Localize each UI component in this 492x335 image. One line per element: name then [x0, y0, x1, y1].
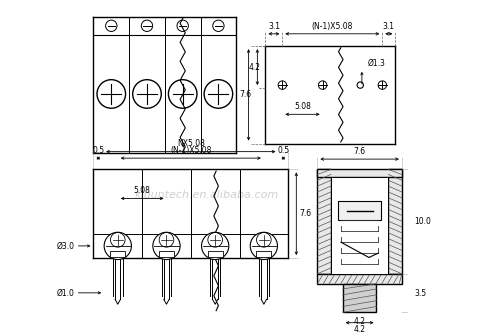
Bar — [338, 201, 381, 220]
Text: 3.1: 3.1 — [268, 21, 280, 30]
Text: (N-1)X5.08: (N-1)X5.08 — [170, 146, 212, 155]
Text: 10.0: 10.0 — [414, 217, 431, 226]
Bar — [317, 170, 402, 177]
Circle shape — [250, 232, 277, 260]
Text: Ø1.3: Ø1.3 — [368, 59, 385, 68]
Bar — [317, 170, 331, 274]
Bar — [388, 170, 402, 274]
Text: Ø1.0: Ø1.0 — [57, 288, 75, 297]
Bar — [208, 251, 223, 258]
Text: 7.6: 7.6 — [240, 90, 252, 99]
Text: 4.2: 4.2 — [354, 317, 366, 326]
Text: Ø3.0: Ø3.0 — [57, 242, 75, 250]
Circle shape — [357, 82, 364, 88]
Text: 3.5: 3.5 — [414, 288, 426, 297]
Circle shape — [202, 232, 229, 260]
Circle shape — [104, 232, 131, 260]
Bar — [159, 251, 174, 258]
Text: (N-1)X5.08: (N-1)X5.08 — [311, 21, 353, 30]
Text: 5.08: 5.08 — [294, 102, 311, 111]
Bar — [317, 274, 402, 284]
Text: kluuntech.en.alibaba.com: kluuntech.en.alibaba.com — [135, 191, 279, 200]
Text: 0.5: 0.5 — [92, 146, 104, 155]
Text: 0.5: 0.5 — [277, 146, 289, 155]
Circle shape — [153, 232, 180, 260]
Text: 4.2: 4.2 — [248, 63, 261, 72]
Bar — [110, 251, 125, 258]
Bar — [331, 177, 388, 274]
Text: NX5.08: NX5.08 — [177, 139, 205, 148]
Text: 4.2: 4.2 — [354, 325, 366, 334]
Text: 7.6: 7.6 — [354, 147, 366, 156]
Text: 7.6: 7.6 — [300, 209, 312, 218]
Text: 5.08: 5.08 — [134, 187, 151, 196]
Text: 3.1: 3.1 — [383, 21, 395, 30]
Bar — [343, 284, 376, 312]
Bar — [256, 251, 272, 258]
